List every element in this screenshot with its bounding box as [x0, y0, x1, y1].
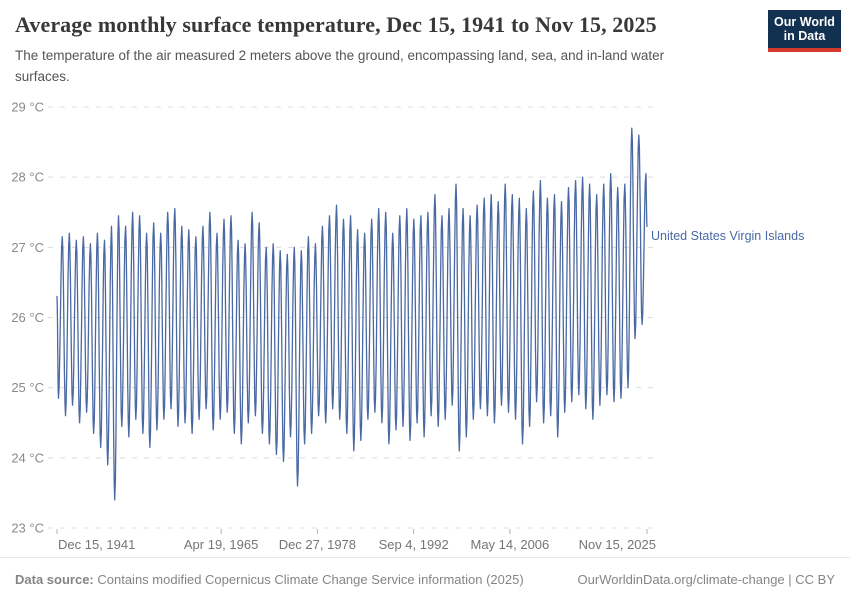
x-axis-tick-label: Apr 19, 1965 [184, 537, 258, 552]
y-axis-tick-label: 27 °C [11, 240, 44, 255]
series-label-united-states-virgin-islands[interactable]: United States Virgin Islands [651, 229, 804, 243]
owid-logo[interactable]: Our World in Data [768, 10, 841, 52]
y-axis-tick-label: 23 °C [11, 521, 44, 536]
x-axis-tick-label: Sep 4, 1992 [379, 537, 449, 552]
y-axis-tick-label: 24 °C [11, 450, 44, 465]
chart-subtitle: The temperature of the air measured 2 me… [15, 48, 665, 84]
y-axis-tick-label: 26 °C [11, 310, 44, 325]
owid-logo-line1: Our World [774, 14, 835, 29]
series-layer[interactable] [56, 127, 648, 501]
x-axis-tick-label: May 14, 2006 [470, 537, 549, 552]
x-axis-tick-label: Dec 15, 1941 [58, 537, 135, 552]
chart-title: Average monthly surface temperature, Dec… [15, 12, 657, 37]
attribution-link[interactable]: OurWorldinData.org/climate-change | CC B… [577, 571, 835, 587]
owid-logo-line2: in Data [783, 29, 826, 43]
y-axis-tick-label: 28 °C [11, 170, 44, 185]
y-axis-tick-label: 29 °C [11, 100, 44, 115]
temperature-line[interactable] [56, 127, 648, 501]
x-axis-tick-label: Nov 15, 2025 [579, 537, 656, 552]
chart-header: Average monthly surface temperature, Dec… [15, 12, 755, 88]
data-source-label: Data source: [15, 571, 94, 587]
chart-footer: Data source: Contains modified Copernicu… [0, 557, 850, 600]
x-axis-tick-label: Dec 27, 1978 [279, 537, 356, 552]
data-source-text: Contains modified Copernicus Climate Cha… [93, 571, 524, 587]
data-source-note: Data source: Contains modified Copernicu… [15, 572, 524, 587]
y-axis-tick-label: 25 °C [11, 380, 44, 395]
axis-layer: 23 °C 24 °C 25 °C 26 °C 27 °C 28 °C 29 °C Dec 1… [11, 100, 656, 553]
grid-layer [48, 106, 656, 529]
